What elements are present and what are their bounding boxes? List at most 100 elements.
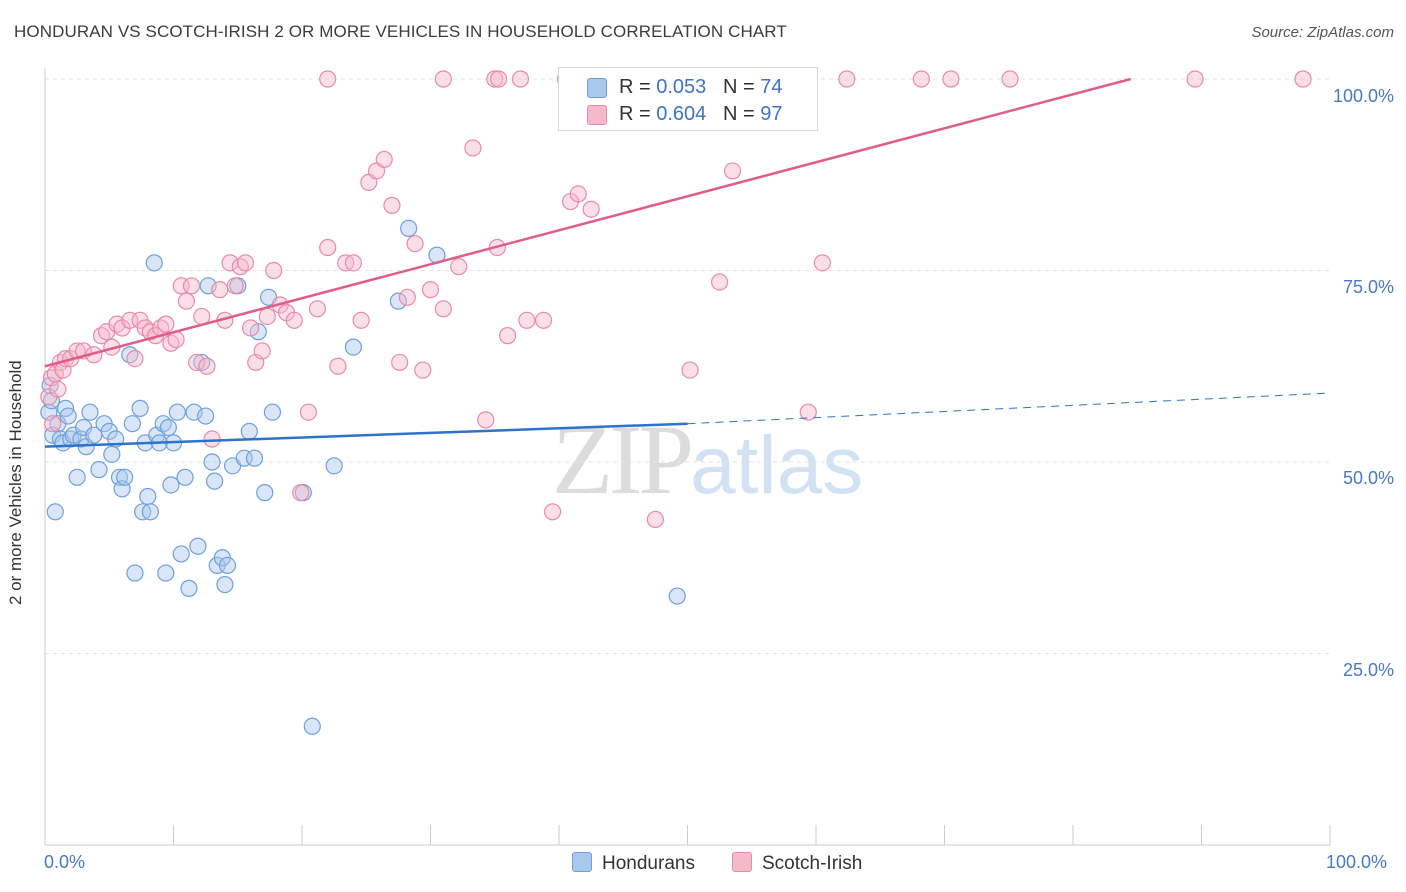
scotch-irish-point <box>352 311 370 329</box>
scotch-irish-point <box>211 281 229 299</box>
hondurans-trend-extension <box>687 392 1331 425</box>
legend-swatch-pink <box>587 105 607 125</box>
honduran-point <box>172 545 190 563</box>
scotch-irish-point <box>1186 70 1204 88</box>
scotch-irish-point <box>49 380 67 398</box>
honduran-point <box>668 587 686 605</box>
scotch-irish-point <box>319 70 337 88</box>
source-note: Source: ZipAtlas.com <box>1251 24 1394 41</box>
honduran-point <box>116 468 134 486</box>
y-tick-label-50: 50.0% <box>1342 468 1394 488</box>
scotch-irish-point <box>383 196 401 214</box>
scotch-irish-point <box>406 235 424 253</box>
honduran-point <box>245 449 264 467</box>
legend-stats-hondurans: R = 0.053 N = 74 <box>619 76 783 98</box>
scotch-irish-point <box>188 353 206 372</box>
honduran-point <box>141 503 159 521</box>
scotch-irish-point <box>1001 70 1019 88</box>
honduran-point <box>389 292 407 310</box>
scotch-irish-point <box>198 357 216 375</box>
legend-hondurans-label: Hondurans <box>602 853 695 874</box>
honduran-point <box>263 403 282 421</box>
scotch-irish-point <box>126 349 144 368</box>
axes <box>44 68 1331 846</box>
scotch-irish-point <box>329 357 347 375</box>
honduran-point <box>240 422 258 440</box>
honduran-point <box>46 503 64 521</box>
x-tick-label-max: 100.0% <box>1326 852 1388 872</box>
scotch-irish-point <box>534 311 553 329</box>
scotch-irish-point <box>285 311 303 329</box>
x-tick-label-min: 0.0% <box>44 852 86 872</box>
honduran-point <box>325 457 343 475</box>
scotch-irish-point <box>518 311 536 329</box>
scotch-irish-point <box>299 403 318 421</box>
honduran-point <box>126 564 144 582</box>
y-tick-label-75: 75.0% <box>1342 277 1394 297</box>
scotch-irish-trend-line <box>44 77 1132 368</box>
legend-scotch-irish: Scotch-Irish <box>732 852 862 875</box>
honduran-point <box>176 468 194 486</box>
scotch-irish-point <box>799 403 817 421</box>
legend-bottom-swatch-blue <box>572 852 592 872</box>
scotch-irish-point <box>226 277 244 295</box>
honduran-point <box>249 323 267 341</box>
stats-legend: R = 0.053 N = 74 R = 0.604 N = 97 <box>558 67 818 131</box>
honduran-point <box>81 403 99 421</box>
honduran-point <box>256 484 274 502</box>
scotch-irish-point <box>477 411 495 429</box>
hondurans-points <box>40 219 686 735</box>
scotch-irish-point <box>157 315 175 333</box>
honduran-point <box>139 487 157 506</box>
scotch-irish-point <box>391 353 409 372</box>
scotch-irish-point <box>723 162 742 180</box>
scotch-irish-point <box>414 361 432 379</box>
scotch-irish-point <box>813 254 832 272</box>
scotch-irish-point <box>499 327 517 345</box>
scotch-irish-point <box>681 361 699 379</box>
legend-swatch-blue <box>587 78 607 98</box>
honduran-point <box>180 579 198 597</box>
scotch-irish-point <box>434 300 452 318</box>
scotch-irish-point <box>182 277 201 295</box>
honduran-point <box>168 403 186 421</box>
scotch-irish-point <box>258 307 276 326</box>
scotch-irish-point <box>646 510 664 529</box>
scotch-irish-point <box>236 254 255 272</box>
scotch-irish-point <box>421 281 440 299</box>
honduran-point <box>103 445 121 463</box>
chart-title: HONDURAN VS SCOTCH-IRISH 2 OR MORE VEHIC… <box>14 22 787 41</box>
honduran-point <box>203 453 221 471</box>
scotch-irish-point <box>242 319 260 337</box>
scotch-irish-point <box>582 200 600 218</box>
scotch-irish-point <box>450 258 468 276</box>
honduran-point <box>68 468 86 486</box>
scotch-irish-point <box>319 238 337 257</box>
scotch-irish-point <box>486 70 504 88</box>
y-tick-label-25: 25.0% <box>1342 660 1394 680</box>
honduran-point <box>218 556 237 575</box>
scotch-irish-point <box>711 273 729 291</box>
hondurans-trend-line <box>44 422 688 448</box>
scotch-irish-point <box>44 415 62 433</box>
honduran-point <box>206 472 224 490</box>
scotch-irish-point <box>511 70 530 88</box>
watermark-zip: ZIP <box>552 404 694 515</box>
honduran-point <box>159 418 177 437</box>
honduran-point <box>157 564 175 582</box>
scotch-irish-point <box>253 342 271 360</box>
honduran-point <box>131 399 149 417</box>
honduran-point <box>162 476 180 494</box>
scotch-irish-point <box>308 300 327 318</box>
scotch-irish-point <box>292 484 310 502</box>
honduran-point <box>123 415 141 433</box>
honduran-point <box>90 461 108 479</box>
scotch-irish-point <box>464 139 482 157</box>
legend-hondurans: Hondurans <box>572 852 695 875</box>
scotch-irish-points <box>40 70 1312 529</box>
scotch-irish-point <box>344 254 362 272</box>
watermark: ZIPatlas <box>552 402 863 517</box>
scotch-irish-point <box>177 292 195 310</box>
honduran-point <box>400 219 418 237</box>
